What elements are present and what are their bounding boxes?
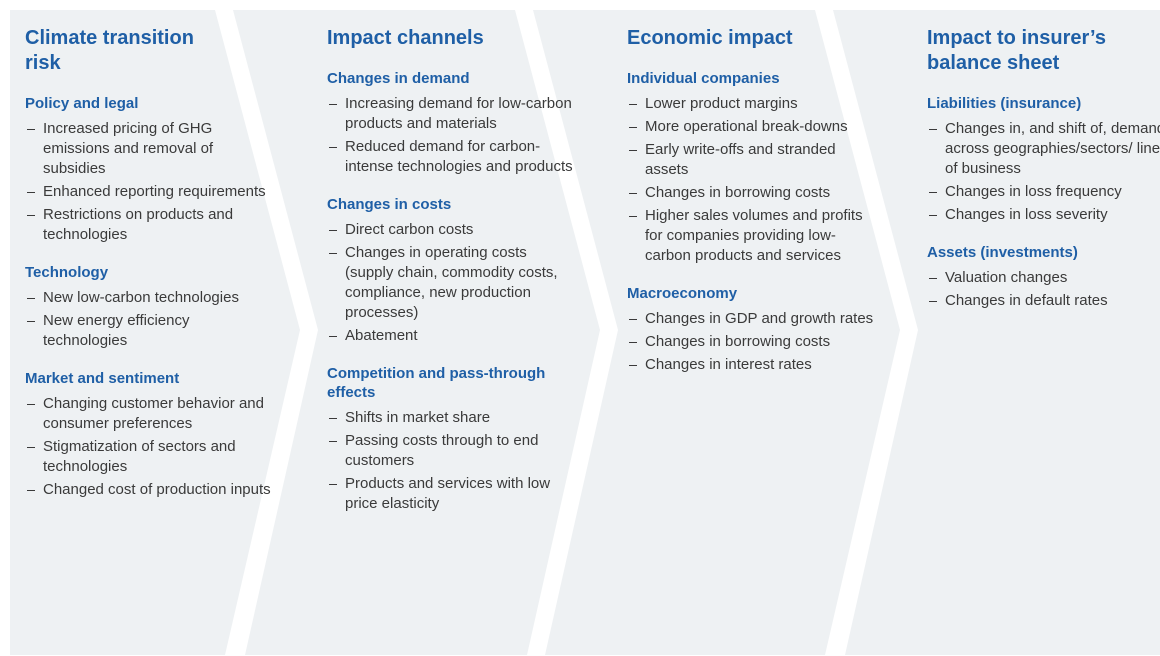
item-list: Valuation changes Changes in default rate… xyxy=(927,268,1160,311)
item-list: Changing customer behavior and consumer … xyxy=(25,394,275,500)
item: Lower product margins xyxy=(627,94,877,114)
column: Economic impact Individual companies Lower… xyxy=(627,26,877,393)
item-list: Shifts in market share Passing costs thro… xyxy=(327,408,577,514)
section-heading: Policy and legal xyxy=(25,95,139,112)
item: Higher sales volumes and profits for com… xyxy=(627,206,877,266)
item: Early write-offs and stranded assets xyxy=(627,140,877,180)
item: Valuation changes xyxy=(927,268,1160,288)
item: Shifts in market share xyxy=(327,408,577,428)
item: Changes in default rates xyxy=(927,291,1160,311)
section-heading: Market and sentiment xyxy=(25,370,180,387)
section-heading: Changes in costs xyxy=(327,196,452,213)
item-list: Increased pricing of GHG emissions and r… xyxy=(25,119,275,245)
section-heading: Individual companies xyxy=(627,70,780,87)
item: Direct carbon costs xyxy=(327,220,577,240)
item-list: New low-carbon technologies New energy ef… xyxy=(25,288,275,351)
section-heading: Competition and pass-through effects xyxy=(327,365,546,401)
item: Abatement xyxy=(327,326,577,346)
section-heading: Technology xyxy=(25,264,109,281)
item: Increasing demand for low-carbon product… xyxy=(327,94,577,134)
item: Products and services with low price ela… xyxy=(327,474,577,514)
column-title: Impact channels xyxy=(327,27,484,49)
item-list: Changes in, and shift of, demand across … xyxy=(927,119,1160,225)
column: Climate transition risk Policy and legal I… xyxy=(25,26,275,518)
item: Passing costs through to end customers xyxy=(327,431,577,471)
section-heading: Assets (investments) xyxy=(927,244,1078,261)
column-title: Impact to insurer’s balance sheet xyxy=(927,27,1106,74)
item: More operational break-downs xyxy=(627,117,877,137)
item-list: Lower product margins More operational br… xyxy=(627,94,877,266)
item: Changes in borrowing costs xyxy=(627,332,877,352)
item: Changes in interest rates xyxy=(627,355,877,375)
panel xyxy=(833,10,1160,655)
item: Changes in, and shift of, demand across … xyxy=(927,119,1160,179)
column-title: Economic impact xyxy=(627,27,793,49)
item: New low-carbon technologies xyxy=(25,288,275,308)
item: Changes in GDP and growth rates xyxy=(627,309,877,329)
item: Changing customer behavior and consumer … xyxy=(25,394,275,434)
panel xyxy=(533,10,900,655)
item: Changes in loss severity xyxy=(927,205,1160,225)
column: Impact to insurer’s balance sheet Liabili… xyxy=(927,26,1160,329)
item: Stigmatization of sectors and technologi… xyxy=(25,437,275,477)
item: Enhanced reporting requirements xyxy=(25,182,275,202)
item-list: Increasing demand for low-carbon product… xyxy=(327,94,577,177)
item-list: Direct carbon costs Changes in operating … xyxy=(327,220,577,346)
column: Impact channels Changes in demand Increasi… xyxy=(327,26,577,532)
item: Changes in loss frequency xyxy=(927,182,1160,202)
item: Restrictions on products and technologie… xyxy=(25,205,275,245)
panel xyxy=(10,10,300,655)
item: New energy efficiency technologies xyxy=(25,311,275,351)
section-heading: Changes in demand xyxy=(327,70,470,87)
item: Changes in borrowing costs xyxy=(627,183,877,203)
section-heading: Liabilities (insurance) xyxy=(927,95,1082,112)
item: Increased pricing of GHG emissions and r… xyxy=(25,119,275,179)
item: Changes in operating costs (supply chain… xyxy=(327,243,577,323)
item: Changed cost of production inputs xyxy=(25,480,275,500)
section-heading: Macroeconomy xyxy=(627,285,738,302)
panel xyxy=(233,10,600,655)
column-title: Climate transition risk xyxy=(25,27,194,74)
item: Reduced demand for carbon-intense techno… xyxy=(327,137,577,177)
item-list: Changes in GDP and growth rates Changes i… xyxy=(627,309,877,375)
